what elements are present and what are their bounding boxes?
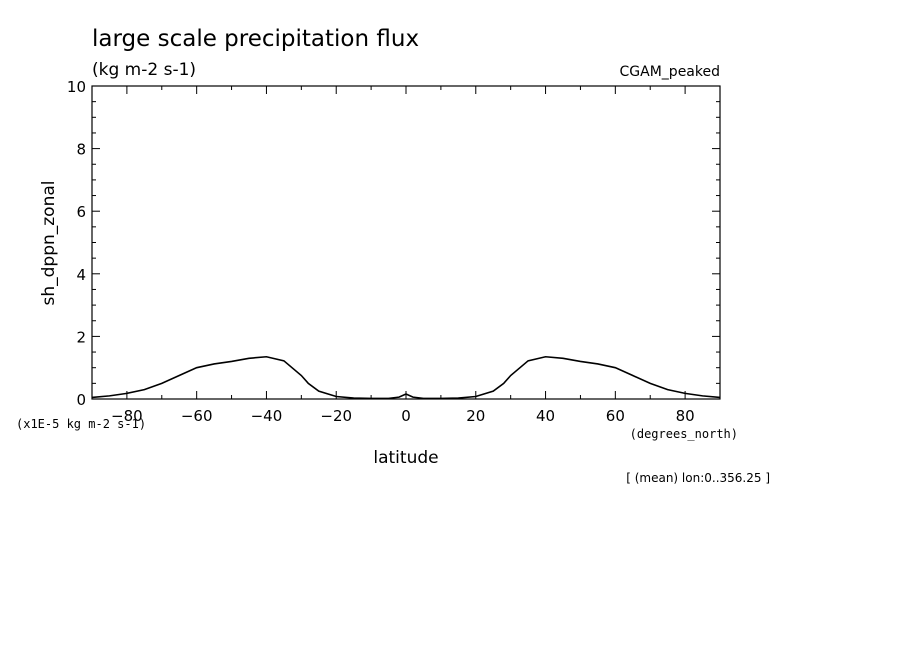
x-tick-label: 20 — [466, 407, 485, 425]
y-tick-label: 6 — [76, 203, 86, 221]
x-axis-label: latitude — [373, 448, 438, 468]
y-tick-label: 10 — [67, 78, 86, 96]
x-tick-label: 60 — [606, 407, 625, 425]
chart-units: (kg m-2 s-1) — [92, 60, 196, 80]
y-tick-label: 4 — [76, 266, 86, 284]
x-tick-label: 40 — [536, 407, 555, 425]
y-tick-label: 0 — [76, 391, 86, 409]
x-tick-label: 80 — [676, 407, 695, 425]
footnote: [ (mean) lon:0..356.25 ] — [626, 471, 770, 485]
x-tick-label: −60 — [181, 407, 213, 425]
x-tick-label: −20 — [320, 407, 352, 425]
x-axis: −80 −60 −40 −20 0 20 40 60 80 — [91, 86, 721, 425]
plot-frame — [91, 85, 721, 400]
y-tick-label: 2 — [76, 328, 86, 346]
x-tick-label: −40 — [251, 407, 283, 425]
y-axis-label: sh_dppn_zonal — [39, 180, 59, 305]
x-tick-label: 0 — [401, 407, 411, 425]
y-axis: 0 2 4 6 8 10 — [67, 78, 720, 409]
y-tick-label: 8 — [76, 141, 86, 159]
x-tick-label: −80 — [111, 407, 143, 425]
x-units-label: (degrees_north) — [630, 427, 738, 441]
y-scale-note: (x1E-5 kg m-2 s-1) — [16, 417, 146, 431]
series-line — [91, 355, 721, 400]
chart-title: large scale precipitation flux — [92, 26, 419, 52]
dataset-label: CGAM_peaked — [620, 64, 720, 80]
